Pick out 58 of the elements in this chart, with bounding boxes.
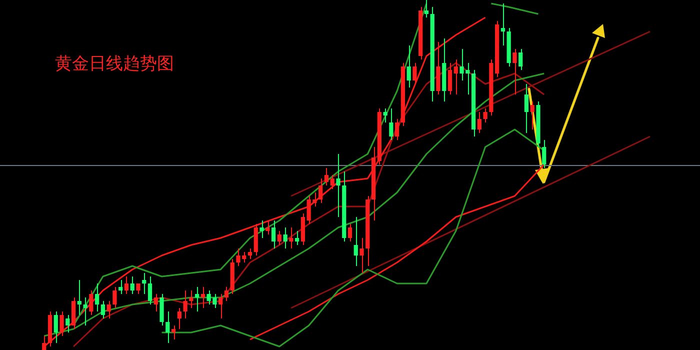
candlestick: [360, 238, 364, 274]
candlestick: [118, 280, 123, 294]
candlestick: [512, 48, 517, 95]
candlestick: [283, 227, 288, 249]
candlestick: [348, 224, 352, 242]
candlestick: [277, 230, 282, 246]
candlestick: [83, 297, 88, 326]
candlestick: [77, 280, 82, 316]
candlestick: [412, 62, 417, 84]
candlestick: [100, 300, 105, 319]
candlestick: [289, 227, 294, 249]
candlestick: [448, 62, 452, 95]
candlestick: [218, 294, 223, 319]
candlestick: [183, 290, 188, 319]
candlestick: [60, 311, 64, 336]
candlestick: [330, 174, 334, 190]
candlestick: [424, 0, 429, 18]
candlestick: [518, 48, 523, 70]
candlestick: [54, 311, 58, 344]
candlestick: [166, 311, 170, 344]
candlestick: [195, 286, 200, 312]
candlestick: [406, 45, 411, 88]
candlestick: [189, 290, 194, 308]
candlestick: [142, 272, 146, 294]
candlestick: [483, 108, 488, 123]
candlestick: [530, 101, 534, 130]
candlestick: [177, 308, 182, 330]
candlestick: [295, 230, 300, 246]
candlestick: [542, 140, 546, 168]
candlestick: [106, 300, 111, 319]
candlestick: [171, 325, 176, 340]
candlestick: [354, 216, 358, 266]
candlestick: [500, 3, 505, 46]
candlestick: [248, 248, 252, 260]
candlestick: [383, 108, 388, 123]
candlestick: [524, 84, 529, 134]
candlestick: [148, 276, 152, 305]
candlestick: [477, 112, 482, 134]
candlestick: [89, 290, 94, 316]
candlestick: [260, 220, 264, 238]
candlestick: [154, 294, 158, 312]
text: 黄金日线趋势图: [55, 53, 174, 75]
candlestick: [224, 286, 229, 302]
candlestick: [136, 283, 140, 294]
candlestick: [324, 168, 329, 186]
candlestick: [389, 108, 394, 140]
candlestick: [454, 59, 458, 95]
candlestick: [124, 276, 129, 294]
candlestick: [95, 283, 100, 312]
candlestick: [318, 178, 323, 204]
candlestick: [395, 118, 400, 140]
candlestick: [112, 286, 117, 308]
candlestick: [266, 220, 270, 235]
candlestick: [130, 276, 134, 294]
candlestick: [66, 314, 70, 333]
candlestick: [200, 286, 205, 308]
candlestick: [271, 220, 276, 249]
candlestick: [336, 154, 340, 218]
